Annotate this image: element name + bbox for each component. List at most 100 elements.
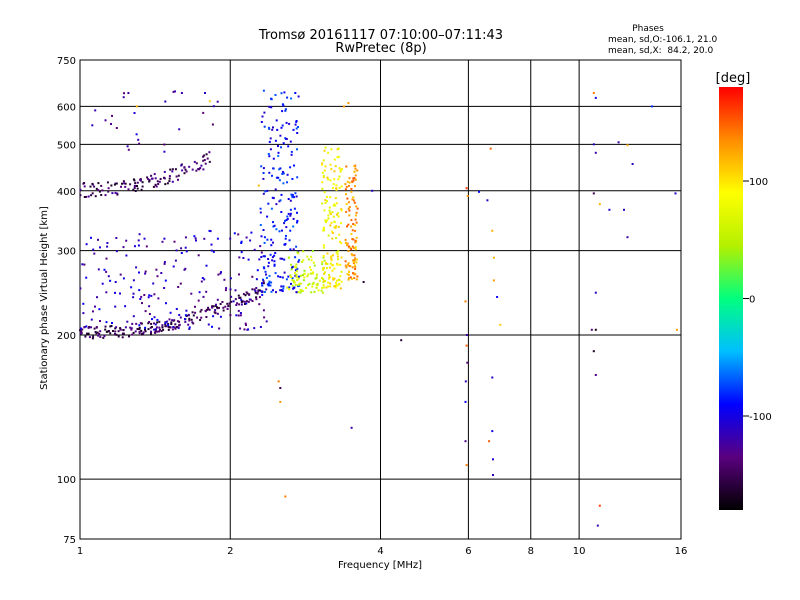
data-point	[317, 289, 320, 292]
data-point	[121, 182, 123, 185]
data-point	[282, 142, 285, 145]
data-point	[259, 245, 262, 248]
data-point	[296, 279, 299, 282]
data-point	[258, 296, 261, 299]
data-point	[114, 333, 116, 335]
data-point	[269, 148, 272, 151]
data-point	[339, 287, 342, 290]
data-point	[195, 169, 198, 172]
data-point	[143, 237, 146, 240]
data-point	[347, 184, 350, 187]
data-point	[322, 278, 325, 281]
data-point	[322, 176, 325, 178]
data-point	[281, 124, 284, 127]
data-point	[294, 192, 297, 195]
data-point	[154, 183, 157, 186]
data-point	[352, 247, 355, 249]
data-point	[211, 305, 214, 308]
data-point	[488, 440, 491, 443]
data-point	[354, 265, 357, 268]
data-point	[333, 158, 336, 161]
data-point	[121, 336, 124, 339]
data-point	[138, 289, 141, 292]
data-point	[97, 268, 100, 271]
data-point	[321, 202, 324, 205]
data-point	[227, 304, 230, 307]
data-point	[83, 326, 86, 329]
data-point	[334, 197, 337, 200]
data-point	[294, 271, 296, 274]
data-point	[340, 280, 343, 283]
data-point	[133, 187, 136, 189]
data-point	[270, 238, 273, 241]
data-point	[300, 274, 302, 277]
data-point	[594, 374, 597, 376]
data-point	[125, 239, 128, 242]
data-point	[151, 318, 153, 321]
data-point	[130, 328, 133, 331]
data-point	[353, 165, 356, 168]
data-point	[351, 245, 354, 248]
data-point	[216, 312, 219, 315]
data-point	[279, 289, 282, 292]
data-point	[269, 253, 272, 256]
data-point	[237, 294, 240, 297]
x-axis-label: Frequency [MHz]	[338, 560, 422, 571]
data-point	[328, 273, 331, 276]
data-point	[156, 330, 159, 333]
data-point	[294, 256, 297, 259]
data-point	[239, 314, 242, 317]
data-point	[147, 296, 150, 299]
data-point	[199, 319, 202, 321]
data-point	[292, 279, 295, 282]
data-point	[273, 224, 276, 227]
data-point	[286, 215, 289, 218]
data-point	[87, 332, 90, 335]
data-point	[355, 278, 358, 281]
data-point	[233, 232, 236, 235]
data-point	[255, 296, 258, 299]
data-point	[240, 303, 243, 306]
data-point	[272, 126, 274, 129]
data-point	[283, 258, 286, 261]
data-point	[324, 146, 327, 149]
data-point	[282, 182, 285, 185]
data-point	[347, 277, 350, 280]
data-point	[262, 177, 265, 180]
data-point	[144, 272, 147, 275]
data-point	[334, 204, 337, 207]
data-point	[311, 285, 314, 288]
data-point	[492, 474, 494, 476]
data-point	[338, 175, 341, 178]
data-point	[355, 221, 358, 224]
data-point	[213, 311, 216, 314]
data-point	[119, 327, 122, 330]
data-point	[259, 224, 262, 226]
data-point	[190, 318, 193, 321]
data-point	[353, 177, 356, 180]
data-point	[105, 291, 108, 294]
data-point	[230, 300, 233, 303]
data-point	[144, 330, 147, 333]
data-point	[347, 263, 350, 266]
data-point	[274, 139, 277, 142]
data-point	[350, 426, 353, 429]
data-point	[315, 273, 318, 276]
data-point	[164, 325, 167, 328]
data-point	[238, 303, 241, 306]
data-point	[338, 233, 341, 236]
data-point	[174, 323, 177, 326]
data-point	[295, 276, 298, 279]
data-point	[219, 315, 222, 318]
data-point	[492, 279, 495, 282]
data-point	[218, 327, 221, 330]
data-point	[332, 183, 335, 186]
data-point	[244, 303, 246, 305]
data-point	[274, 94, 277, 96]
data-point	[98, 332, 101, 335]
data-point	[183, 172, 186, 175]
data-point	[352, 223, 355, 225]
data-point	[171, 180, 174, 183]
data-point	[279, 400, 282, 403]
data-point	[184, 236, 187, 239]
